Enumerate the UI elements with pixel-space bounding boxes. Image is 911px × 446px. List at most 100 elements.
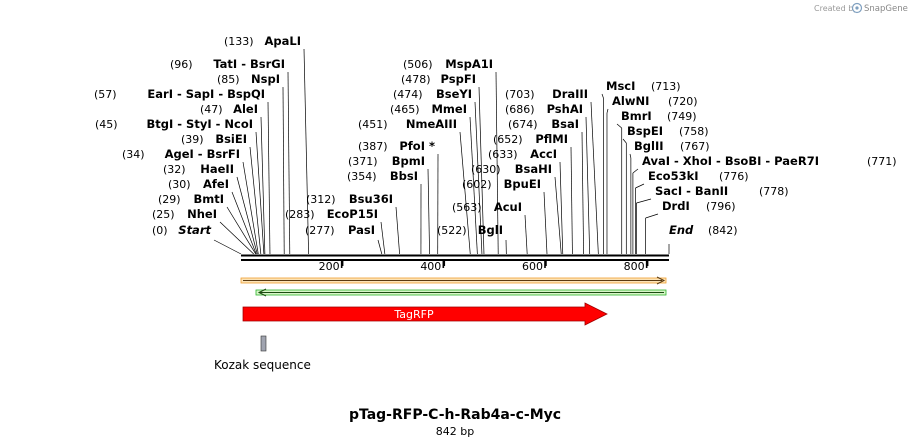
site-label-bsu36i[interactable]: Bsu36I (349, 192, 393, 206)
site-leader-drdi (645, 213, 659, 219)
site-label-eari-sapi-bspqi[interactable]: EarI - SapI - BspQI (147, 87, 265, 101)
plasmid-title: pTag-RFP-C-h-Rab4a-c-Myc (349, 407, 561, 423)
site-position-agei-bsrfi: (34) (122, 148, 145, 161)
site-label-pflmi[interactable]: PflMI (535, 132, 568, 146)
feature-kozak-label: Kozak sequence (214, 358, 311, 372)
site-line-alei (260, 116, 266, 255)
site-label-bsahi[interactable]: BsaHI (515, 162, 552, 176)
site-label-ecop15i[interactable]: EcoP15I (327, 207, 378, 221)
feature-tagrfp-label: TagRFP (393, 308, 434, 321)
site-label-agei-bsrfi[interactable]: AgeI - BsrFI (165, 147, 240, 161)
site-line-bsai (581, 131, 584, 255)
site-position-bsu36i: (312) (306, 193, 336, 206)
site-position-mmei: (465) (390, 103, 420, 116)
site-line-acci (559, 161, 564, 255)
site-lines (213, 48, 670, 255)
site-label-btgi-styi-ncoi[interactable]: BtgI - StyI - NcoI (146, 117, 253, 131)
site-line-bsiei (249, 146, 262, 255)
site-label-afei[interactable]: AfeI (203, 177, 229, 191)
site-leader-bglii (629, 153, 632, 159)
site-position-nspi: (85) (217, 73, 240, 86)
feature-tagrfp-arrow[interactable] (242, 302, 608, 326)
site-position-pflmi: (652) (493, 133, 523, 146)
site-leader-bspei (622, 138, 627, 144)
site-label-nhei[interactable]: NheI (187, 207, 217, 221)
site-position-bseyi: (474) (393, 88, 423, 101)
site-label-bpmi[interactable]: BpmI (392, 154, 425, 168)
feature-kozak-box[interactable] (260, 335, 267, 352)
plasmid-length: 842 bp (436, 425, 474, 438)
site-position-acui: (563) (452, 201, 482, 214)
site-label-mspa1i[interactable]: MspA1I (445, 57, 493, 71)
site-position-bpmi: (371) (348, 155, 378, 168)
site-line-eari-sapi-bspqi (267, 101, 271, 255)
site-position-avai-xhoi-bsobi-paer7i: (771) (867, 155, 897, 168)
site-label-eco53ki[interactable]: Eco53kI (648, 169, 699, 183)
site-label-tati-bsrgi[interactable]: TatI - BsrGI (213, 57, 285, 71)
site-label-bsai[interactable]: BsaI (551, 117, 579, 131)
site-label-bgli[interactable]: BglI (478, 223, 503, 237)
site-line-btgi-styi-ncoi (255, 131, 265, 255)
site-line-pspfi (478, 86, 485, 255)
site-label-avai-xhoi-bsobi-paer7i[interactable]: AvaI - XhoI - BsoBI - PaeR7I (642, 154, 819, 168)
site-label-bbsi[interactable]: BbsI (390, 169, 418, 183)
site-position-nmeaiii: (451) (358, 118, 388, 131)
site-line-nspi (282, 86, 285, 255)
site-line-bseyi (474, 101, 483, 255)
site-label-drdi[interactable]: DrdI (662, 199, 690, 213)
snapgene-logo-icon (851, 2, 863, 14)
sequence-backbone (241, 254, 669, 261)
site-label-alei[interactable]: AleI (233, 102, 258, 116)
site-position-drdi: (796) (706, 200, 736, 213)
site-position-pshai: (686) (505, 103, 535, 116)
site-position-msci: (713) (651, 80, 681, 93)
site-label-bpuei[interactable]: BpuEI (504, 177, 541, 191)
ruler-tick-label: 400 (420, 260, 441, 273)
site-label-haeii[interactable]: HaeII (200, 162, 234, 176)
site-line-bsahi (554, 176, 562, 255)
site-position-draiii: (703) (505, 88, 535, 101)
site-label-pfoi[interactable]: PfoI * (399, 139, 435, 153)
site-position-bmri: (749) (667, 110, 697, 123)
site-label-draiii[interactable]: DraIII (552, 87, 588, 101)
site-line-haeii (236, 176, 258, 255)
site-label-msci[interactable]: MscI (606, 79, 635, 93)
site-leader-eco53ki (635, 183, 645, 189)
site-label-end[interactable]: End (669, 223, 694, 237)
site-leader-saci-banii (636, 198, 652, 204)
site-line-apali (303, 48, 309, 255)
site-position-acci: (633) (488, 148, 518, 161)
site-label-apali[interactable]: ApaLI (265, 34, 302, 48)
site-label-acui[interactable]: AcuI (494, 200, 522, 214)
site-label-bsiei[interactable]: BsiEI (215, 132, 247, 146)
site-label-acci[interactable]: AccI (530, 147, 557, 161)
site-position-bmti: (29) (158, 193, 181, 206)
site-position-bglii: (767) (680, 140, 710, 153)
site-label-bspei[interactable]: BspEI (627, 124, 663, 138)
site-line-bpuei (543, 191, 548, 255)
site-line-afei (231, 191, 257, 255)
site-line-acui (524, 214, 528, 255)
site-position-bsai: (674) (508, 118, 538, 131)
site-label-nmeaiii[interactable]: NmeAIII (406, 117, 457, 131)
ruler: 200 400 600 800 (319, 260, 649, 273)
site-label-bseyi[interactable]: BseYI (436, 87, 472, 101)
site-label-pasi[interactable]: PasI (348, 223, 375, 237)
site-line-bsu36i (395, 206, 400, 255)
site-label-start[interactable]: Start (178, 223, 211, 237)
site-position-mspa1i: (506) (403, 58, 433, 71)
site-label-nspi[interactable]: NspI (251, 72, 280, 86)
site-label-bglii[interactable]: BglII (634, 139, 664, 153)
site-position-alwni: (720) (668, 95, 698, 108)
site-label-bmri[interactable]: BmrI (621, 109, 652, 123)
site-label-pshai[interactable]: PshAI (547, 102, 583, 116)
site-line-bpmi (427, 168, 430, 255)
site-label-bmti[interactable]: BmtI (193, 192, 224, 206)
site-label-mmei[interactable]: MmeI (431, 102, 467, 116)
site-label-saci-banii[interactable]: SacI - BanII (655, 184, 728, 198)
site-position-bgli: (522) (437, 224, 467, 237)
site-label-pspfi[interactable]: PspFI (441, 72, 476, 86)
site-position-bpuei: (602) (462, 178, 492, 191)
site-position-pfoi: (387) (358, 140, 388, 153)
site-label-alwni[interactable]: AlwNI (612, 94, 649, 108)
